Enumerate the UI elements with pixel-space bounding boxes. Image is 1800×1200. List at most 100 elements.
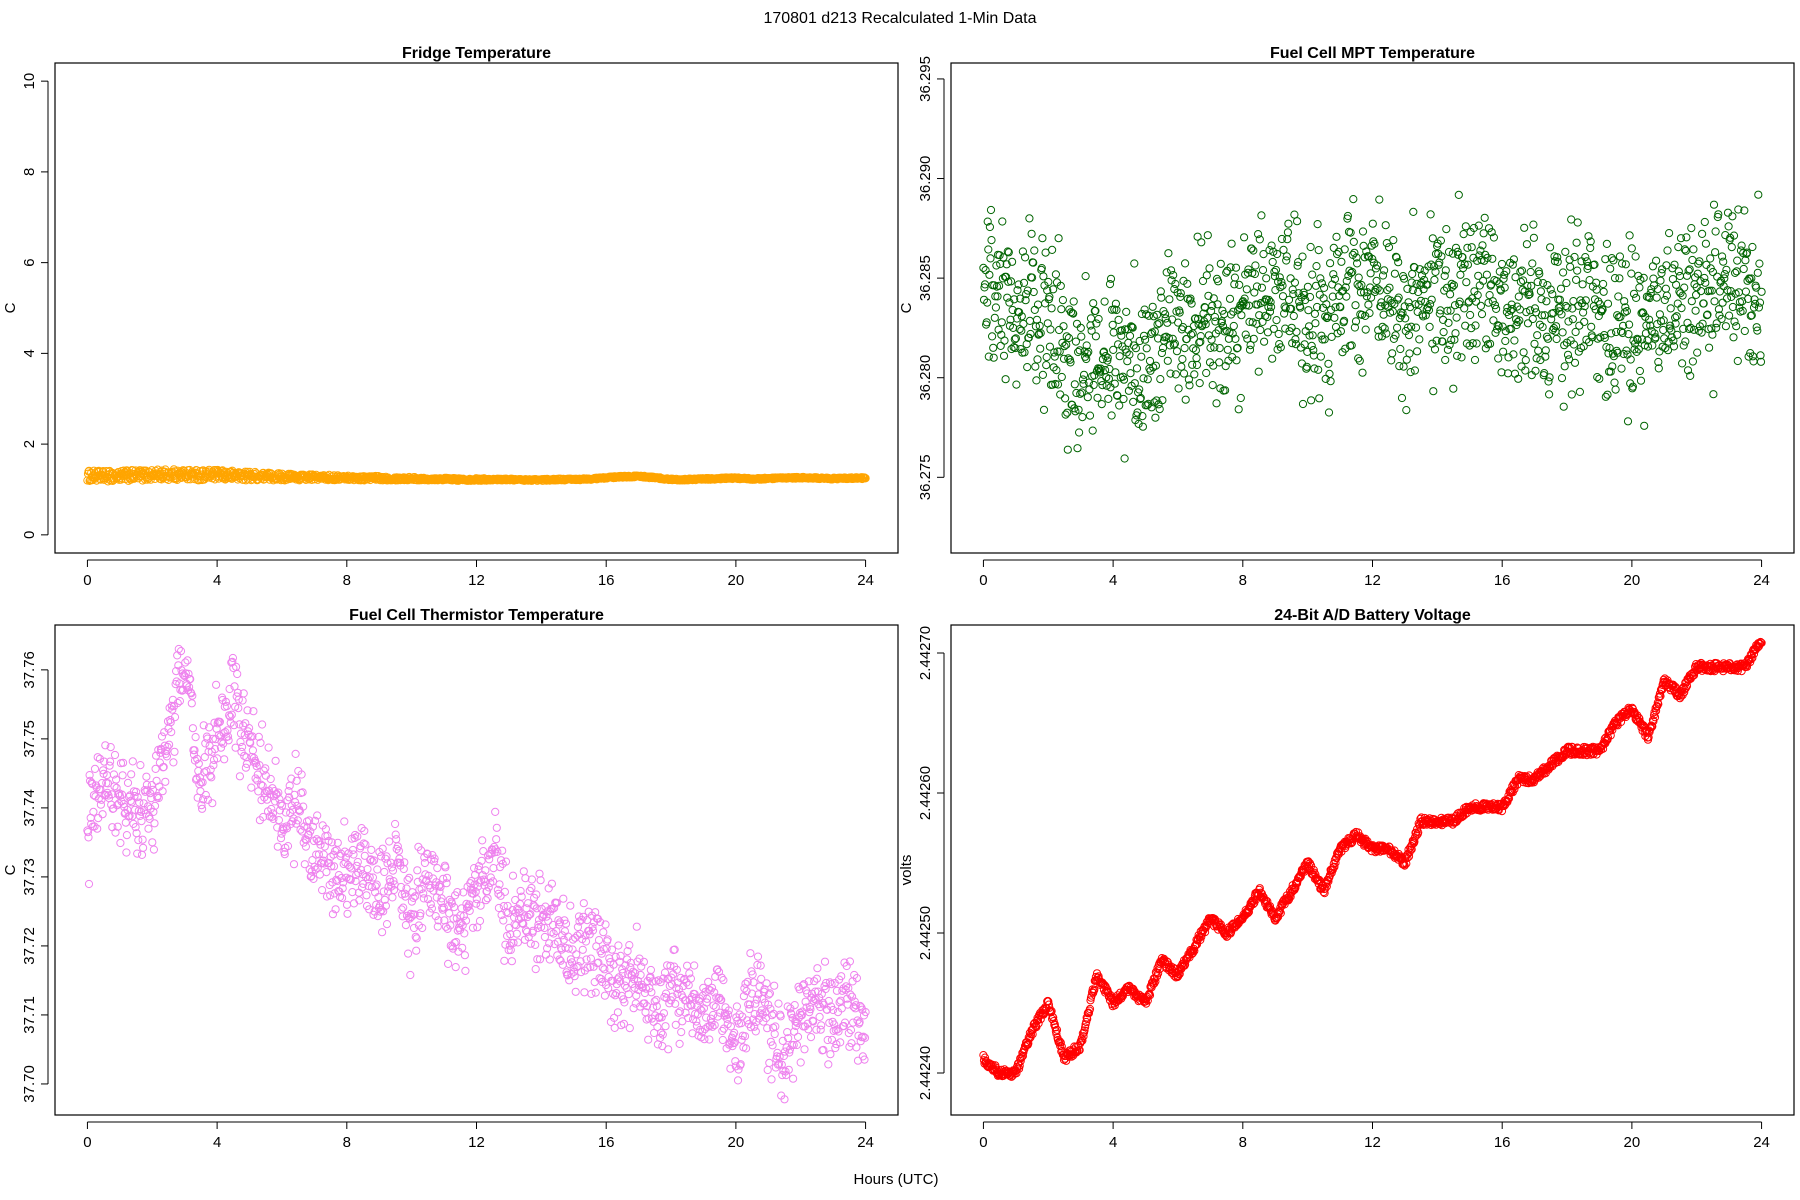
data-point <box>1601 255 1610 264</box>
data-point <box>1325 369 1334 378</box>
data-point <box>572 950 581 959</box>
data-point <box>1361 325 1370 334</box>
data-point <box>1281 324 1290 333</box>
data-point <box>1081 272 1090 281</box>
data-point <box>1051 379 1060 389</box>
data-point <box>157 732 167 741</box>
data-point <box>500 887 509 897</box>
data-point <box>1430 275 1439 284</box>
data-point <box>345 862 354 871</box>
data-point <box>793 1032 803 1042</box>
data-point <box>1252 282 1262 291</box>
data-point <box>343 909 352 918</box>
data-point <box>1157 348 1167 358</box>
data-point <box>571 987 580 996</box>
data-point <box>136 761 145 770</box>
data-point <box>1166 369 1175 378</box>
data-point <box>1125 331 1135 340</box>
data-point <box>1566 262 1575 271</box>
data-point <box>401 921 410 930</box>
data-point <box>1425 322 1434 331</box>
data-point <box>1028 273 1037 282</box>
data-point <box>1739 264 1748 274</box>
data-point <box>118 771 127 780</box>
data-point <box>1342 292 1351 301</box>
data-point <box>1064 354 1073 363</box>
data-point <box>1188 360 1197 369</box>
data-point <box>1042 361 1051 370</box>
data-point <box>1354 354 1363 363</box>
data-point <box>1489 316 1498 325</box>
data-point <box>1405 349 1414 358</box>
data-point <box>1062 332 1071 341</box>
data-point <box>1545 390 1554 399</box>
data-point <box>1562 278 1571 288</box>
data-point <box>1057 372 1066 382</box>
data-point <box>1313 302 1322 312</box>
data-point <box>991 303 1001 312</box>
data-point <box>174 644 183 654</box>
data-point <box>278 801 287 810</box>
data-point <box>1245 345 1255 354</box>
x-tick-label: 16 <box>598 572 615 589</box>
data-point <box>1631 252 1640 261</box>
data-point <box>1173 288 1182 297</box>
data-point <box>500 956 509 965</box>
data-point <box>1227 310 1236 319</box>
data-point <box>1046 325 1055 334</box>
data-point <box>1719 257 1728 266</box>
data-point <box>599 928 608 937</box>
data-point <box>1303 347 1312 356</box>
data-point <box>1107 411 1116 420</box>
data-point <box>1560 362 1569 371</box>
data-point <box>1607 329 1616 338</box>
data-point <box>806 1033 816 1042</box>
data-point <box>815 1012 824 1022</box>
data-point <box>451 963 460 972</box>
data-point <box>1315 394 1324 403</box>
data-point <box>1602 239 1612 248</box>
data-point <box>1136 393 1145 403</box>
data-point <box>1304 306 1313 315</box>
data-point <box>987 236 996 245</box>
data-point <box>1582 257 1592 266</box>
data-point <box>1069 309 1078 318</box>
data-point <box>1023 286 1032 295</box>
data-point <box>1045 292 1054 301</box>
data-point <box>827 1035 837 1045</box>
data-point <box>1725 311 1734 320</box>
data-point <box>1061 410 1070 419</box>
data-point <box>84 879 94 889</box>
y-axis-label: C <box>898 302 915 313</box>
data-point <box>1008 257 1017 266</box>
data-point <box>472 895 481 904</box>
data-point <box>1012 380 1021 389</box>
data-point <box>1104 374 1114 383</box>
data-point <box>1308 270 1317 279</box>
data-point <box>1399 362 1408 371</box>
data-point <box>1271 286 1280 295</box>
data-point <box>1153 320 1162 329</box>
data-point <box>983 217 992 226</box>
data-point <box>1261 311 1270 320</box>
data-point <box>598 963 607 972</box>
data-point <box>1718 252 1727 261</box>
data-point <box>1666 304 1675 313</box>
data-point <box>1254 230 1263 239</box>
x-tick-label: 16 <box>1494 572 1511 589</box>
data-point <box>1351 301 1360 310</box>
data-point <box>999 351 1009 360</box>
data-point <box>1165 295 1174 304</box>
data-point <box>1062 340 1071 349</box>
data-point <box>1079 379 1088 388</box>
data-point <box>1709 200 1719 209</box>
data-point <box>1293 261 1302 270</box>
data-point <box>1470 355 1480 365</box>
data-point <box>1349 195 1358 204</box>
data-series <box>83 644 870 1104</box>
data-point <box>1494 354 1503 363</box>
data-point <box>1269 324 1278 333</box>
x-tick-label: 24 <box>857 572 874 589</box>
